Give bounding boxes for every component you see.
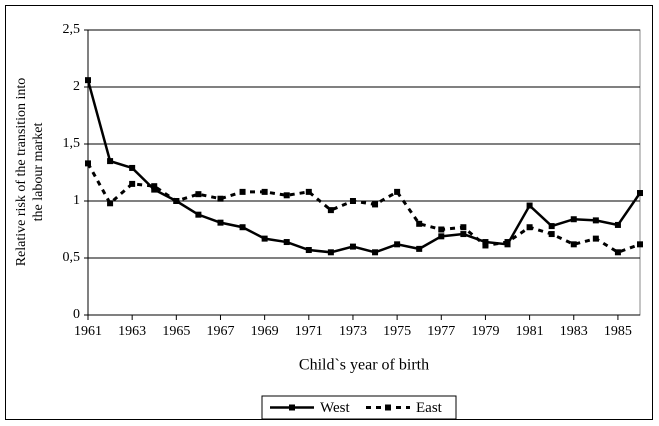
y-axis-label-line: Relative risk of the transition into xyxy=(14,78,29,267)
legend-marker xyxy=(385,404,391,411)
point-marker xyxy=(460,231,467,238)
point-marker xyxy=(614,221,621,228)
point-marker xyxy=(438,233,445,240)
x-axis-label: Child`s year of birth xyxy=(299,357,429,374)
point-marker xyxy=(349,198,356,204)
y-tick-label: 0 xyxy=(73,307,80,322)
y-axis-label: Relative risk of the transition into the… xyxy=(14,78,46,267)
point-marker xyxy=(239,188,246,195)
point-marker xyxy=(129,180,136,187)
y-tick-label: 0,5 xyxy=(63,250,81,265)
series-line xyxy=(86,162,641,254)
x-tick-label: 1961 xyxy=(74,324,102,339)
point-marker xyxy=(173,198,180,204)
x-tick-label: 1981 xyxy=(516,324,544,339)
point-marker xyxy=(151,183,158,190)
point-marker xyxy=(592,235,599,242)
x-tick-label: 1985 xyxy=(604,324,632,339)
x-tick-label: 1967 xyxy=(206,324,234,339)
point-marker xyxy=(570,241,577,248)
point-marker xyxy=(327,207,334,214)
y-axis-label-line: the labour market xyxy=(31,123,46,222)
point-marker xyxy=(327,249,334,256)
y-tick-label: 1,5 xyxy=(63,136,81,151)
y-tick-label: 1 xyxy=(73,193,80,208)
point-marker xyxy=(217,195,224,202)
x-tick-label: 1983 xyxy=(560,324,588,339)
point-marker xyxy=(85,77,91,84)
point-marker xyxy=(504,239,511,246)
point-marker xyxy=(592,217,599,224)
point-marker xyxy=(482,242,489,249)
legend-marker xyxy=(289,404,295,411)
point-marker xyxy=(372,201,379,208)
point-marker xyxy=(129,164,136,171)
plot-area xyxy=(87,29,641,316)
x-tick-label: 1963 xyxy=(118,324,146,339)
x-tick-label: 1975 xyxy=(383,324,411,339)
point-marker xyxy=(570,216,577,223)
point-marker xyxy=(526,202,533,209)
x-tick-label: 1971 xyxy=(295,324,323,339)
point-marker xyxy=(438,226,445,233)
point-marker xyxy=(305,247,312,254)
x-tick-label: 1977 xyxy=(427,324,455,339)
point-marker xyxy=(526,224,533,231)
point-marker xyxy=(637,190,643,197)
y-tick-label: 2 xyxy=(73,79,80,94)
legend-box xyxy=(261,395,457,420)
legend-label: West xyxy=(320,400,350,416)
point-marker xyxy=(614,249,621,256)
y-tick-label: 2,5 xyxy=(63,22,81,37)
point-marker xyxy=(239,224,246,231)
point-marker xyxy=(85,160,91,167)
point-marker xyxy=(195,211,202,218)
point-marker xyxy=(394,188,401,195)
point-marker xyxy=(195,191,202,198)
point-marker xyxy=(283,192,290,199)
point-marker xyxy=(283,239,290,246)
point-marker xyxy=(548,223,555,230)
point-marker xyxy=(261,188,268,195)
point-marker xyxy=(394,241,401,248)
point-marker xyxy=(261,235,268,242)
series-line xyxy=(86,79,642,254)
point-marker xyxy=(548,231,555,238)
point-marker xyxy=(416,245,423,252)
point-marker xyxy=(416,220,423,227)
x-tick-label: 1965 xyxy=(162,324,190,339)
legend-label: East xyxy=(416,400,443,416)
x-tick-label: 1969 xyxy=(251,324,279,339)
point-marker xyxy=(637,241,643,248)
point-marker xyxy=(107,200,114,207)
x-tick-label: 1973 xyxy=(339,324,367,339)
point-marker xyxy=(217,219,224,226)
x-tick-label: 1979 xyxy=(471,324,499,339)
point-marker xyxy=(305,188,312,195)
point-marker xyxy=(151,186,158,193)
point-marker xyxy=(482,239,489,246)
point-marker xyxy=(107,158,114,165)
point-marker xyxy=(460,224,467,231)
point-marker xyxy=(349,243,356,250)
point-marker xyxy=(372,249,379,256)
legend: West East xyxy=(261,395,457,420)
